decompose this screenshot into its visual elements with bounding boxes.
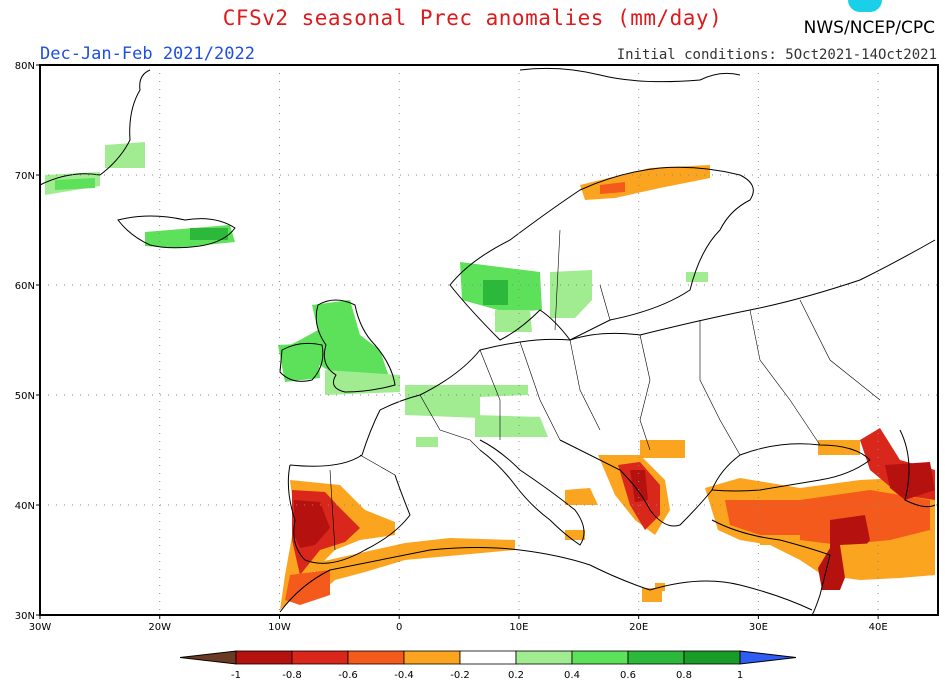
lon-tick-label: 40E (869, 622, 888, 633)
colorbar-label: -0.6 (338, 670, 358, 681)
lat-tick-label: 70N (15, 171, 35, 182)
coast-greenland (39, 69, 151, 186)
season-label: Dec-Jan-Feb 2021/2022 (40, 44, 255, 64)
anomaly-greenland-north (105, 142, 145, 168)
graticule (40, 65, 938, 615)
lat-tick-label: 30N (15, 611, 35, 622)
lon-tick-label: 10W (268, 622, 291, 633)
longitude-axis: 30W 20W 10W 0 10E 20E 30E 40E (29, 615, 888, 633)
colorbar-label: -0.8 (282, 670, 302, 681)
coast-britain (315, 299, 396, 393)
anomaly-ireland (278, 343, 320, 382)
coast-iceland (117, 215, 236, 249)
anomaly-iberia-south (315, 538, 515, 598)
anomaly-libya (642, 588, 662, 602)
map-frame (39, 64, 939, 616)
colorbar-legend: -1 -0.8 -0.6 -0.4 -0.2 0.2 0.4 0.6 0.8 1 (179, 650, 797, 681)
colorbar-swatch (515, 650, 573, 665)
lat-tick-label: 50N (15, 391, 35, 402)
coast-north-africa (279, 547, 813, 613)
anomaly-finland (686, 272, 708, 282)
anomaly-norway-dark (483, 280, 508, 305)
lat-tick-label: 80N (15, 61, 35, 72)
colorbar-label: 0.8 (676, 670, 692, 681)
anomaly-black-sea (818, 440, 860, 455)
coast-ireland (279, 342, 324, 382)
lon-tick-label: 20E (629, 622, 648, 633)
colorbar-swatch (571, 650, 629, 665)
lat-tick-label: 60N (15, 281, 35, 292)
country-borders (329, 229, 881, 551)
anomaly-alps (475, 415, 548, 437)
anomaly-north-norway-dark (600, 182, 625, 194)
coast-iberia (287, 464, 411, 564)
colorbar-label: -1 (231, 670, 241, 681)
lat-tick-label: 40N (15, 501, 35, 512)
coast-france-biscay (289, 409, 381, 467)
lon-tick-label: 0 (396, 622, 402, 633)
colorbar-label: 0.2 (508, 670, 524, 681)
coast-europe-mainland (379, 239, 936, 411)
colorbar-swatch (459, 650, 517, 665)
anomaly-middle-east-orange (840, 540, 935, 580)
colorbar-swatch (291, 650, 349, 665)
colorbar-label: -0.4 (394, 670, 414, 681)
anomaly-morocco (285, 570, 330, 605)
coast-black-sea (711, 443, 871, 492)
coast-scandinavia (449, 166, 754, 341)
coast-svalbard (519, 67, 741, 83)
coastlines (39, 67, 936, 616)
anomaly-iberia-darkred (294, 500, 330, 548)
colorbar-swatch (683, 650, 741, 665)
map-title: CFSv2 seasonal Prec anomalies (mm/day) (222, 6, 723, 30)
colorbar-label: 0.6 (620, 670, 636, 681)
anomaly-turkey-red (725, 490, 930, 545)
noaa-logo-icon (848, 0, 882, 12)
colorbar-arrow-low (179, 650, 237, 665)
colorbar-swatch (347, 650, 405, 665)
lon-tick-label: 10E (509, 622, 528, 633)
lon-tick-label: 20W (148, 622, 171, 633)
anomaly-bulgaria (640, 440, 685, 458)
lon-tick-label: 30W (29, 622, 52, 633)
anomaly-albania (630, 470, 648, 502)
anomaly-italy-south (565, 488, 598, 505)
coast-turkey-south (711, 519, 831, 616)
anomaly-france (416, 437, 438, 447)
lon-tick-label: 30E (749, 622, 768, 633)
latitude-axis: 30N 40N 50N 60N 70N 80N (15, 61, 40, 622)
anomaly-denmark (495, 310, 532, 332)
anomaly-caucasus (885, 462, 935, 500)
colorbar-swatch (235, 650, 293, 665)
anomaly-greenland-dark (55, 178, 95, 190)
coast-caspian (899, 429, 936, 508)
anomaly-iceland-dark (190, 228, 228, 240)
colorbar-swatch (627, 650, 685, 665)
agency-label: NWS/NCEP/CPC (803, 18, 935, 38)
colorbar-label: 0.4 (564, 670, 580, 681)
coast-balkans (559, 439, 713, 527)
colorbar-label: -0.2 (450, 670, 470, 681)
colorbar-arrow-high (739, 650, 797, 665)
colorbar-swatch (403, 650, 461, 665)
anomaly-fills (45, 142, 935, 610)
anomaly-sweden (550, 270, 592, 318)
coast-italy (479, 439, 585, 546)
anomaly-calabria (565, 530, 585, 540)
colorbar-label: 1 (737, 670, 743, 681)
initial-conditions-label: Initial conditions: 5Oct2021-14Oct2021 (616, 47, 937, 63)
